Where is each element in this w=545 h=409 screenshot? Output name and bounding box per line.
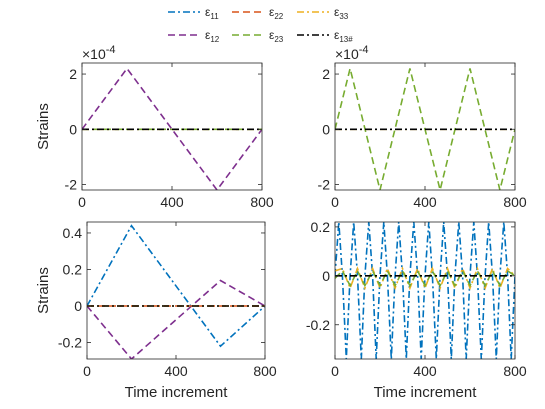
series-e12 [87, 279, 265, 359]
x-tick-label: 0 [331, 194, 339, 210]
y-tick-label: 0.2 [311, 219, 331, 235]
legend-subscript-e33: 33 [339, 12, 348, 21]
x-tick-label: 0 [83, 363, 91, 379]
y-axis-label: Strains [35, 267, 52, 314]
legend-subscript-e12: 12 [210, 35, 219, 44]
y-axis-label: Strains [35, 103, 52, 150]
plot-area [87, 222, 265, 359]
x-tick-label: 800 [253, 363, 277, 379]
x-tick-label: 400 [164, 363, 188, 379]
exponent-power: -4 [106, 44, 116, 56]
series-group [335, 68, 515, 190]
plot-area [335, 63, 515, 190]
y-tick-label: -0.2 [58, 335, 82, 351]
y-tick-label: 0.2 [63, 261, 83, 277]
legend-subscript-e11: 11 [210, 12, 219, 21]
legend-box [160, 2, 375, 46]
panel-bottom-right: 0 400 800 0.2 0 -0.2 Time increment [306, 219, 527, 401]
y-tick-label: 0 [74, 298, 82, 314]
y-tick-label: 0 [69, 121, 77, 137]
series-e12 [82, 67, 262, 190]
y-tick-label: 2 [322, 66, 330, 82]
legend-subscript-e13: 13# [339, 35, 353, 44]
y-tick-label: -2 [65, 176, 78, 192]
series-group [82, 67, 262, 190]
y-tick-label: 0.4 [63, 225, 83, 241]
x-tick-label: 0 [78, 194, 86, 210]
plot-area [82, 63, 262, 190]
y-tick-label: 2 [69, 66, 77, 82]
x-tick-label: 400 [413, 194, 437, 210]
legend-subscript-e22: 22 [274, 12, 283, 21]
y-tick-label: 0 [322, 121, 330, 137]
exponent-label: ×10-4 [335, 44, 369, 62]
y-tick-label: -2 [318, 176, 331, 192]
x-tick-label: 800 [503, 194, 527, 210]
y-tick-label: 0 [322, 268, 330, 284]
series-e23 [335, 269, 515, 288]
x-axis-label: Time increment [374, 384, 478, 401]
exponent-label: ×10-4 [82, 44, 116, 62]
series-group [87, 224, 265, 359]
series-group [335, 222, 515, 359]
y-tick-label: -0.2 [306, 317, 330, 333]
exponent-power: -4 [359, 44, 369, 56]
x-tick-label: 800 [250, 194, 274, 210]
x-tick-label: 400 [160, 194, 184, 210]
series-e33 [335, 266, 515, 291]
x-tick-label: 400 [413, 363, 437, 379]
x-tick-label: 0 [331, 363, 339, 379]
legend-subscript-e23: 23 [274, 35, 283, 44]
x-axis-label: Time increment [125, 384, 229, 401]
x-tick-label: 800 [503, 363, 527, 379]
series-e11 [87, 224, 265, 348]
